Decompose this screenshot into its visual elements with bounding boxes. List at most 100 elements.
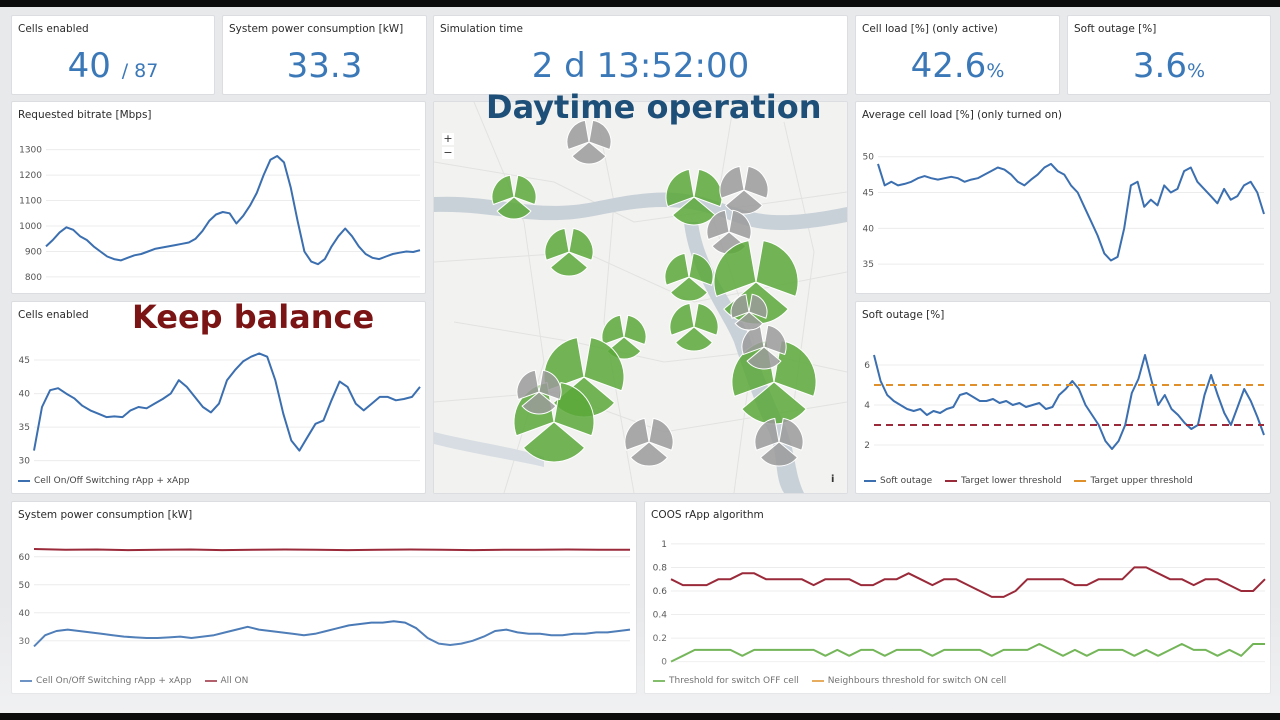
cell-sector[interactable] xyxy=(693,302,719,336)
cell-sector[interactable] xyxy=(553,382,595,437)
canal xyxy=(434,432,544,467)
cell-sector[interactable] xyxy=(491,174,515,206)
y-tick-label: 0.4 xyxy=(653,611,668,621)
legend-item[interactable]: Cell On/Off Switching rApp + xApp xyxy=(20,676,192,686)
y-tick-label: 0.2 xyxy=(653,634,667,644)
cell-sector[interactable] xyxy=(669,276,709,302)
y-tick-label: 0.6 xyxy=(653,587,668,597)
y-tick-label: 50 xyxy=(863,153,875,163)
panel-cells-enabled: Cells enabled 30 35 40 45 Cell On/Off Switc… xyxy=(11,301,426,494)
daytime-operation-caption: Daytime operation xyxy=(486,88,822,126)
panel-title: Cells enabled xyxy=(18,23,89,35)
panel-power-consumption: System power consumption [kW] 30 40 50 60 C… xyxy=(11,501,637,694)
y-tick-label: 900 xyxy=(25,247,42,257)
legend-item[interactable]: All ON xyxy=(204,676,249,686)
cell-sector[interactable] xyxy=(624,417,650,451)
average-cell-load-chart: 35 40 45 50 xyxy=(863,153,1265,270)
cell-sector[interactable] xyxy=(748,293,768,319)
cell-sector[interactable] xyxy=(693,168,723,208)
series-line xyxy=(33,548,630,552)
cell-sectors xyxy=(491,119,817,467)
cell-sector[interactable] xyxy=(583,337,625,392)
cell-sector[interactable] xyxy=(516,369,540,401)
soft-outage-chart: 2 4 6 xyxy=(864,354,1265,451)
soft-outage-legend: Soft outage Target lower threshold Targe… xyxy=(864,476,1203,486)
legend-item[interactable]: Cell On/Off Switching rApp + xApp xyxy=(18,476,190,486)
y-tick-label: 800 xyxy=(25,273,42,283)
cell-sector[interactable] xyxy=(522,421,586,463)
coos-algorithm-chart: 0 0.2 0.4 0.6 0.8 1 xyxy=(653,540,1266,668)
cell-sector[interactable] xyxy=(674,326,714,352)
y-tick-label: 1100 xyxy=(19,197,42,207)
cell-sector[interactable] xyxy=(754,417,780,451)
cell-sector[interactable] xyxy=(728,209,752,241)
cell-sector[interactable] xyxy=(496,196,532,220)
cell-sector[interactable] xyxy=(538,369,562,401)
cell-sector[interactable] xyxy=(763,324,787,356)
cell-sector[interactable] xyxy=(544,227,570,261)
y-tick-label: 0.8 xyxy=(653,563,668,573)
power-legend: Cell On/Off Switching rApp + xApp All ON xyxy=(20,676,258,686)
panel-title: Simulation time xyxy=(440,23,523,35)
legend-label: Soft outage xyxy=(880,476,933,486)
cell-sector[interactable] xyxy=(759,441,799,467)
legend-item[interactable]: Threshold for switch OFF cell xyxy=(653,676,799,686)
panel-title: Cell load [%] (only active) xyxy=(862,23,998,35)
cell-sector[interactable] xyxy=(568,227,594,261)
cell-sector[interactable] xyxy=(549,251,589,277)
legend-label: Neighbours threshold for switch ON cell xyxy=(827,676,1007,686)
series-line xyxy=(670,566,1266,598)
map-info-button[interactable]: i xyxy=(831,474,835,485)
legend-item[interactable]: Neighbours threshold for switch ON cell xyxy=(811,676,1007,686)
series-line xyxy=(670,643,1265,663)
power-consumption-chart: 30 40 50 60 xyxy=(19,548,631,648)
legend-item[interactable]: Target upper threshold xyxy=(1074,476,1193,486)
legend-item[interactable]: Soft outage xyxy=(864,476,932,486)
y-tick-label: 6 xyxy=(864,361,870,371)
cell-sector[interactable] xyxy=(521,391,557,415)
coos-legend: Threshold for switch OFF cell Neighbours… xyxy=(653,676,1016,686)
panel-title: Soft outage [%] xyxy=(862,309,945,321)
cell-sector[interactable] xyxy=(588,119,612,151)
keep-balance-caption: Keep balance xyxy=(132,298,375,336)
cell-sector[interactable] xyxy=(706,209,730,241)
cell-sector[interactable] xyxy=(664,252,690,286)
legend-label: Threshold for switch OFF cell xyxy=(669,676,799,686)
cell-sector[interactable] xyxy=(665,168,695,208)
y-tick-label: 50 xyxy=(19,581,31,591)
cell-sector[interactable] xyxy=(724,189,764,215)
zoom-out-button[interactable]: − xyxy=(442,146,454,159)
cell-sector[interactable] xyxy=(513,174,537,206)
cell-sector[interactable] xyxy=(648,417,674,451)
cell-sector[interactable] xyxy=(688,252,714,286)
legend-label: Target lower threshold xyxy=(961,476,1062,486)
cell-sector[interactable] xyxy=(734,311,764,331)
top-frame-bar xyxy=(0,0,1280,7)
legend-label: Cell On/Off Switching rApp + xApp xyxy=(36,676,192,686)
cell-sector[interactable] xyxy=(713,240,757,298)
soft-outage-value: 3.6% xyxy=(1068,46,1270,86)
panel-title: Average cell load [%] (only turned on) xyxy=(862,109,1062,121)
cell-sector[interactable] xyxy=(743,165,769,199)
cell-sector[interactable] xyxy=(746,346,782,370)
cell-sector[interactable] xyxy=(755,240,799,298)
legend-item[interactable]: Target lower threshold xyxy=(945,476,1062,486)
cell-sector[interactable] xyxy=(629,441,669,467)
y-tick-label: 0 xyxy=(661,658,667,668)
cell-sector[interactable] xyxy=(669,302,695,336)
legend-label: All ON xyxy=(220,676,249,686)
cell-sector[interactable] xyxy=(566,119,590,151)
panel-title: Requested bitrate [Mbps] xyxy=(18,109,152,121)
cell-sector[interactable] xyxy=(623,314,647,346)
panel-map: + − i xyxy=(433,101,848,494)
stat-unit: % xyxy=(986,60,1005,82)
cell-sector[interactable] xyxy=(719,165,745,199)
cell-sector[interactable] xyxy=(571,141,607,165)
series-line xyxy=(873,354,1265,450)
y-tick-label: 30 xyxy=(19,637,31,647)
cell-sector[interactable] xyxy=(730,293,750,319)
zoom-in-button[interactable]: + xyxy=(442,132,454,145)
y-tick-label: 4 xyxy=(864,401,870,411)
power-value: 33.3 xyxy=(223,46,426,86)
cell-sector[interactable] xyxy=(778,417,804,451)
